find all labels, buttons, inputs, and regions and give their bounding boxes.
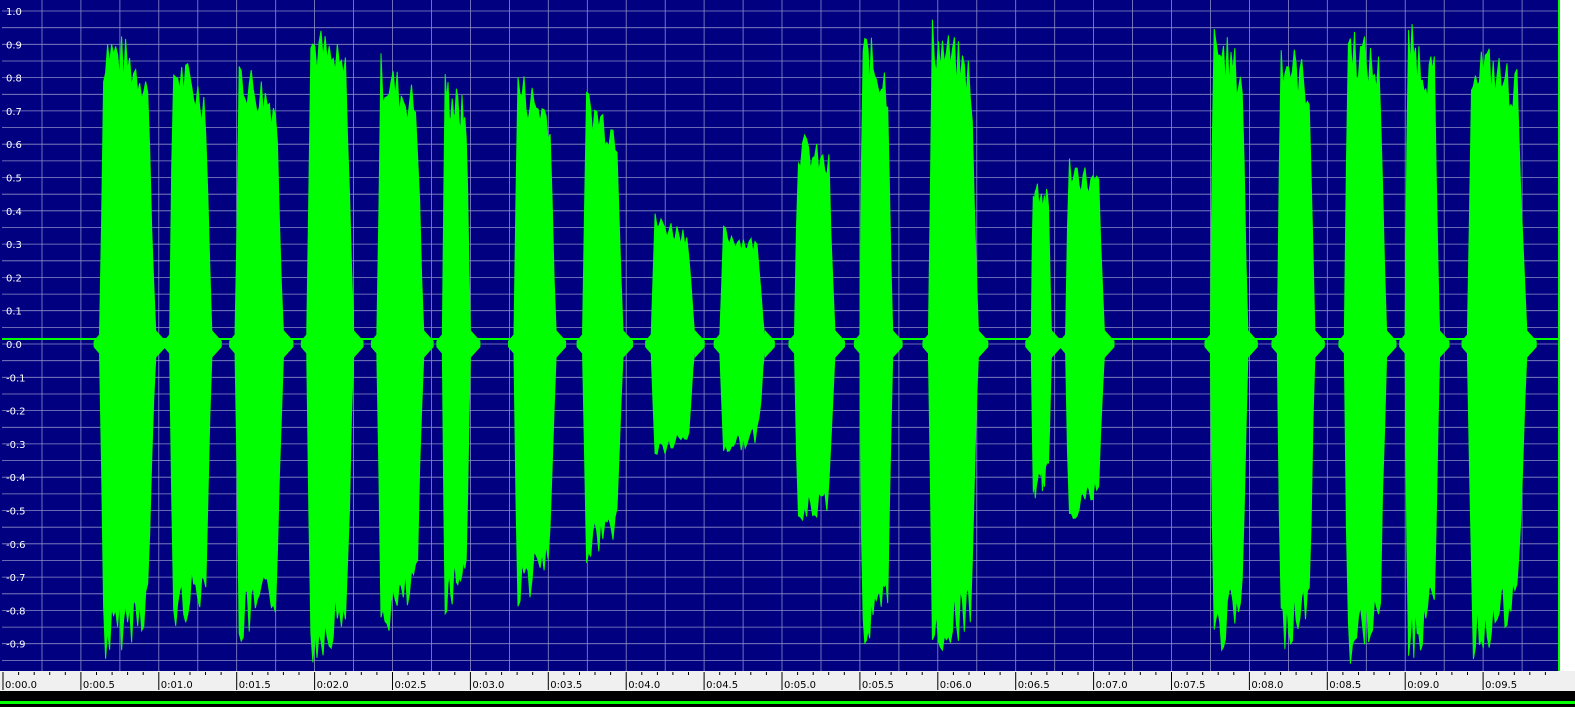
waveform-segment-20 bbox=[1467, 48, 1528, 660]
x-tick-label: 0:04.5 bbox=[706, 680, 738, 691]
waveform-segment-17 bbox=[1276, 49, 1316, 650]
waveform-segment-11 bbox=[794, 133, 836, 522]
y-tick-label: 0.8 bbox=[6, 74, 22, 85]
waveform-segment-4 bbox=[306, 30, 355, 663]
waveform-segment-1 bbox=[99, 36, 157, 659]
x-tick-label: 0:07.0 bbox=[1096, 680, 1128, 691]
x-tick-label: 0:02.0 bbox=[317, 680, 349, 691]
y-tick-label: -0.1 bbox=[6, 373, 26, 384]
waveform-segment-19 bbox=[1404, 24, 1440, 658]
status-bar bbox=[0, 691, 1575, 707]
y-tick-label: 0.2 bbox=[6, 273, 22, 284]
waveform-tail bbox=[1461, 330, 1537, 358]
x-tick-label: 0:05.5 bbox=[862, 680, 894, 691]
waveform-segment-10 bbox=[719, 225, 766, 453]
y-tick-label: 0.4 bbox=[6, 207, 22, 218]
waveform-segment-6 bbox=[441, 74, 471, 616]
waveform-segment-2 bbox=[169, 62, 213, 626]
x-tick-label: 0:00.0 bbox=[5, 680, 37, 691]
x-tick-label: 0:03.5 bbox=[550, 680, 582, 691]
waveform-series bbox=[2, 19, 1558, 664]
horizontal-scrollbar[interactable] bbox=[0, 701, 1575, 704]
y-tick-label: -0.4 bbox=[6, 473, 26, 484]
x-tick-label: 0:01.5 bbox=[239, 680, 271, 691]
y-tick-label: -0.6 bbox=[6, 540, 26, 551]
waveform-tail bbox=[853, 330, 903, 358]
waveform-segment-9 bbox=[650, 213, 696, 455]
x-tick-label: 0:04.0 bbox=[628, 680, 660, 691]
waveform-segment-12 bbox=[859, 37, 894, 645]
y-tick-label: 0.5 bbox=[6, 174, 22, 185]
waveform-segment-13 bbox=[928, 19, 979, 652]
y-tick-label: -0.7 bbox=[6, 573, 26, 584]
y-axis-labels: 1.0 0.9 0.8 0.7 0.6 0.5 0.4 0.3 0.2 0.1 0.0 -0.1 -0.… bbox=[6, 7, 26, 651]
time-ruler-labels: 0:00.0 0:00.5 0:01.0 0:01.5 0:02.0 0:02.5 0:03… bbox=[2, 672, 1546, 691]
y-tick-label: 0.9 bbox=[6, 40, 22, 51]
y-tick-label: 1.0 bbox=[6, 7, 22, 18]
x-tick-label: 0:05.0 bbox=[784, 680, 816, 691]
y-tick-label: 0.1 bbox=[6, 307, 22, 318]
y-tick-label: -0.3 bbox=[6, 440, 26, 451]
y-tick-label: -0.5 bbox=[6, 507, 26, 518]
x-tick-label: 0:09.5 bbox=[1485, 680, 1517, 691]
right-edge-marker[interactable] bbox=[1558, 0, 1560, 671]
x-tick-label: 0:08.5 bbox=[1329, 680, 1361, 691]
waveform-segment-16 bbox=[1210, 28, 1249, 652]
waveform-segment-7 bbox=[513, 76, 557, 607]
waveform-segment-15 bbox=[1065, 158, 1105, 519]
y-tick-label: 0.6 bbox=[6, 140, 22, 151]
x-tick-label: 0:00.5 bbox=[83, 680, 115, 691]
x-tick-label: 0:08.0 bbox=[1251, 680, 1283, 691]
waveform-segment-5 bbox=[376, 53, 425, 631]
y-tick-label: -0.8 bbox=[6, 606, 26, 617]
x-tick-label: 0:07.5 bbox=[1174, 680, 1206, 691]
y-tick-label: -0.2 bbox=[6, 407, 26, 418]
y-tick-label: 0.3 bbox=[6, 240, 22, 251]
x-tick-label: 0:03.0 bbox=[472, 680, 504, 691]
x-tick-label: 0:09.0 bbox=[1407, 680, 1439, 691]
x-tick-label: 0:06.0 bbox=[940, 680, 972, 691]
y-tick-label: 0.0 bbox=[6, 340, 22, 351]
waveform-segment-14 bbox=[1030, 183, 1052, 499]
waveform-segment-3 bbox=[234, 66, 284, 643]
x-tick-label: 0:06.5 bbox=[1018, 680, 1050, 691]
waveform-segment-18 bbox=[1343, 31, 1387, 664]
x-tick-label: 0:01.0 bbox=[161, 680, 193, 691]
waveform-tail bbox=[1025, 330, 1062, 358]
y-tick-label: 0.7 bbox=[6, 107, 22, 118]
waveform-tail bbox=[436, 330, 481, 358]
y-tick-label: -0.9 bbox=[6, 640, 26, 651]
waveform-segment-8 bbox=[582, 91, 624, 563]
time-ruler bbox=[0, 671, 1575, 691]
x-tick-label: 0:02.5 bbox=[395, 680, 427, 691]
